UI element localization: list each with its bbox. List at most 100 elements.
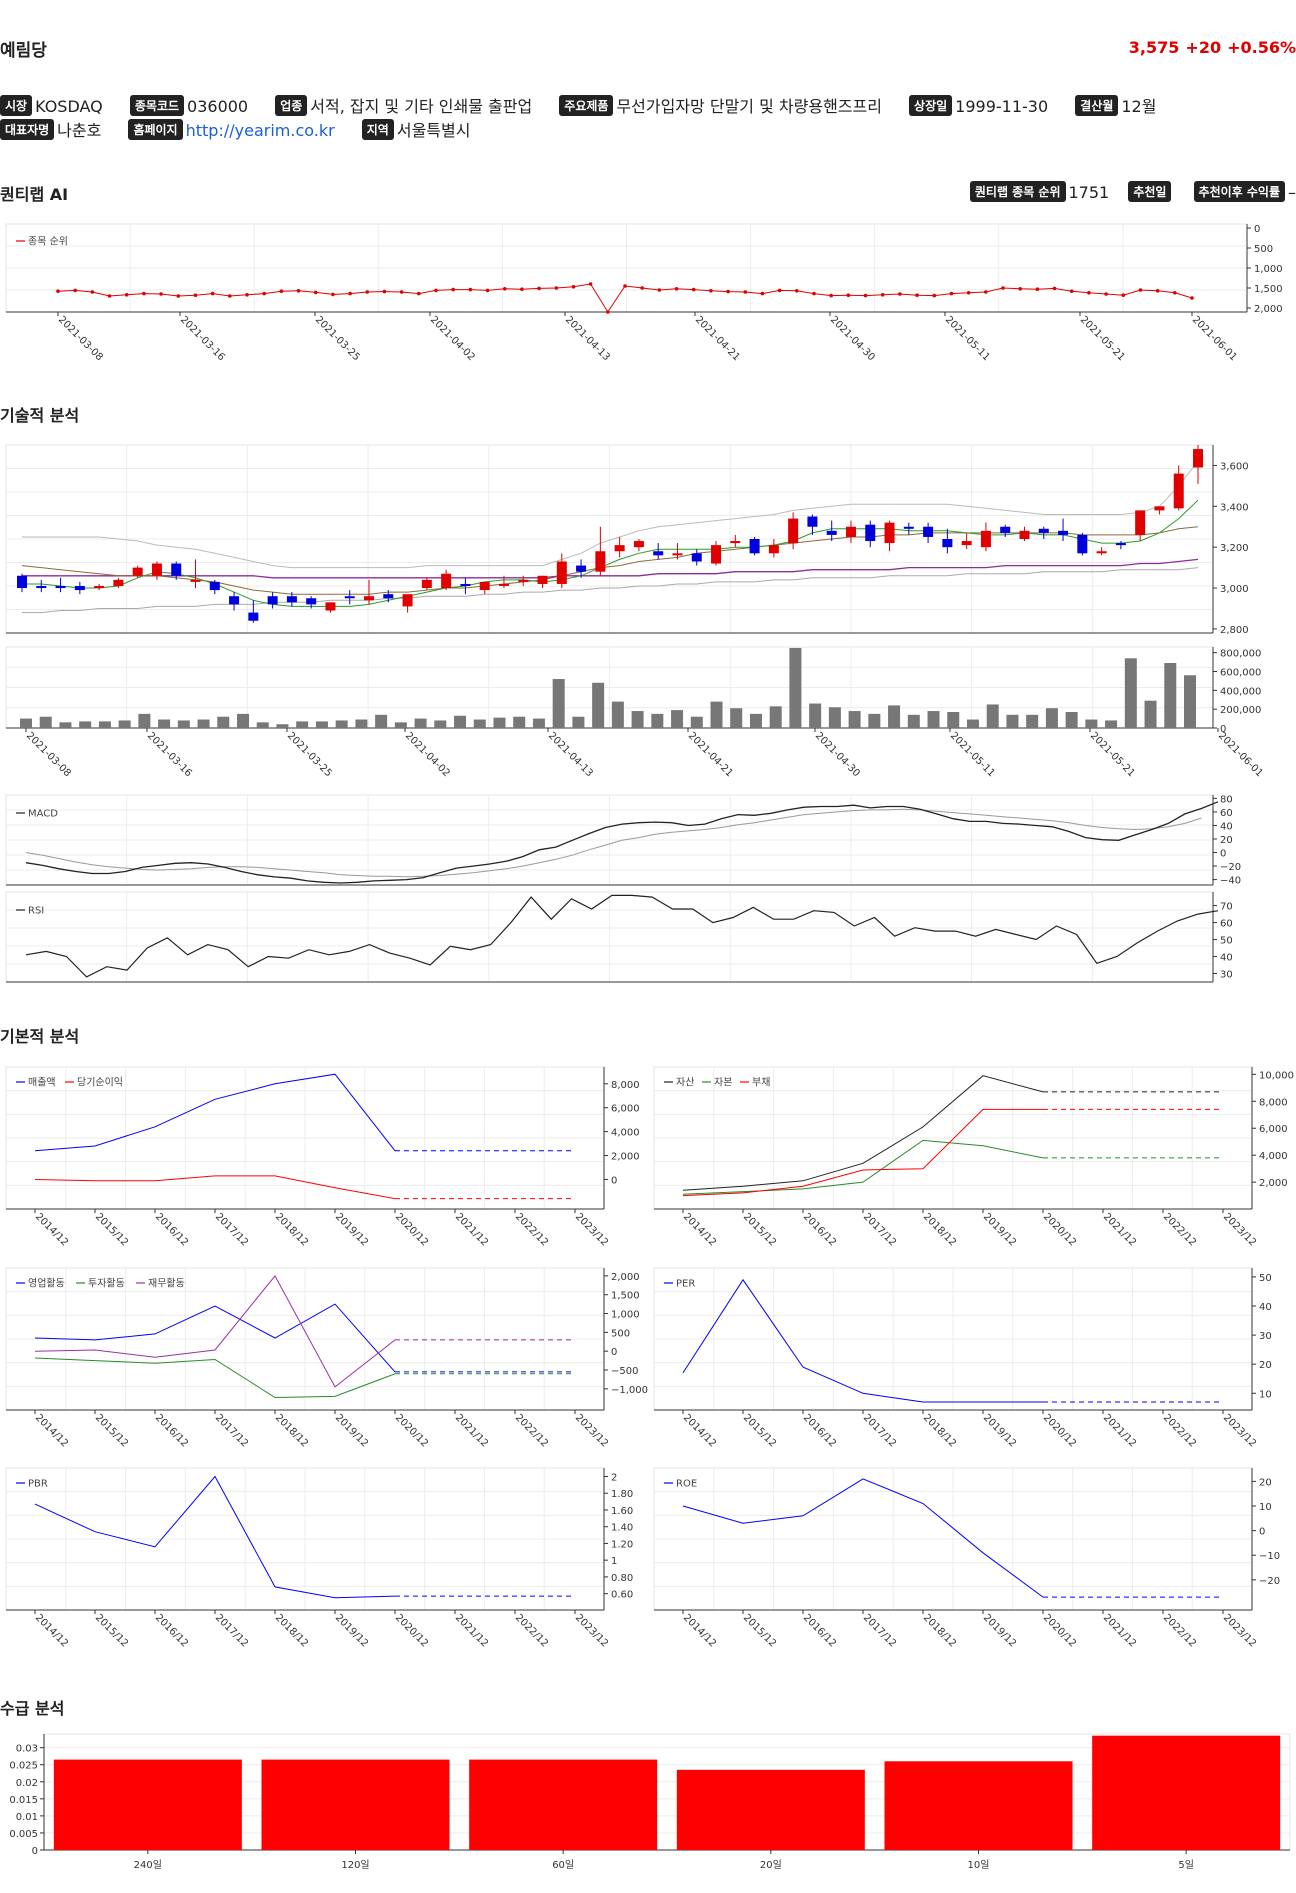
rank-point	[485, 288, 490, 293]
volume-bar	[611, 701, 624, 728]
pbr-chart: 0.60 0.80 1 1.20 1.40 1.60 1.80 2 2014/12 2015/12…	[5, 1467, 633, 1649]
y-tick-label: −40	[1220, 876, 1241, 887]
supply-bar	[261, 1759, 450, 1850]
rank-point	[1190, 296, 1194, 300]
volume-bar	[197, 719, 210, 728]
supply-bar	[469, 1759, 658, 1850]
volume-bar	[493, 717, 506, 728]
x-tick-label: 2021-03-08	[24, 730, 73, 779]
x-tick-label: 2023/12	[1221, 1412, 1258, 1449]
rank-point	[348, 291, 352, 296]
legend-label: 당기순이익	[77, 1077, 123, 1089]
x-tick-label: 2021-03-25	[285, 730, 334, 779]
current-price: 3,575	[1128, 38, 1180, 57]
rsi-line	[25, 894, 1219, 978]
x-tick-label: 2021-03-08	[56, 314, 105, 363]
x-tick-label: 2016/12	[153, 1412, 190, 1449]
candle-body	[441, 573, 452, 589]
candle-body	[364, 596, 375, 601]
rank-point	[434, 288, 438, 293]
series-line-1	[682, 1478, 1044, 1598]
x-tick-label: 2021-03-16	[178, 314, 227, 363]
x-tick-label: 2018/12	[921, 1612, 958, 1649]
candle-body	[190, 579, 201, 582]
bollinger-upper	[22, 460, 1199, 569]
x-tick-label: 2023/12	[573, 1412, 610, 1449]
volume-bar	[217, 716, 230, 728]
y-tick-label: 70	[1220, 902, 1233, 913]
candle-body	[1115, 543, 1126, 546]
x-tick-label: 2017/12	[213, 1412, 250, 1449]
y-tick-label: 800,000	[1220, 649, 1261, 660]
x-tick-label: 2021-05-11	[943, 314, 992, 363]
rec-date-tag: 추천일	[1128, 181, 1172, 202]
y-tick-label: −20	[1259, 1576, 1280, 1587]
volume-bar	[730, 708, 743, 728]
rank-point	[554, 286, 559, 290]
roe-chart: −20 −10 0 10 20 2014/12 2015/12 2016/12 2017/12 2…	[653, 1467, 1280, 1649]
rank-point	[915, 293, 919, 297]
candle-body	[1096, 551, 1107, 554]
candle-body	[248, 612, 259, 621]
candle-body	[344, 596, 355, 599]
volume-bar	[20, 718, 32, 728]
volume-bar	[552, 679, 565, 728]
x-tick-label: 2021/12	[1101, 1211, 1138, 1248]
return-value: –	[1288, 183, 1296, 202]
volume-bar	[592, 682, 605, 728]
candle-body	[1000, 526, 1011, 533]
y-tick-label: 10	[1259, 1502, 1272, 1513]
candle-body	[1135, 510, 1146, 535]
y-tick-label: 0	[1220, 849, 1226, 860]
x-tick-label: 2018/12	[273, 1412, 310, 1449]
candle-body	[55, 586, 66, 589]
market-value: KOSDAQ	[35, 97, 103, 116]
series-line-3	[34, 1275, 396, 1388]
volume-bar	[749, 713, 762, 728]
candle-body	[383, 594, 394, 599]
y-tick-label: 8,000	[1259, 1097, 1288, 1108]
candle-body	[691, 553, 702, 562]
candle-body	[807, 516, 818, 527]
region-tag: 지역	[361, 119, 394, 140]
rank-point	[73, 288, 77, 293]
x-tick-label: 2016/12	[801, 1612, 838, 1649]
rank-point	[880, 293, 885, 297]
rank-point	[795, 289, 799, 293]
y-tick-label: −20	[1220, 862, 1241, 873]
ma60-line	[22, 558, 1199, 579]
y-tick-label: 3,400	[1220, 502, 1249, 513]
volume-bar	[572, 716, 585, 728]
x-tick-label: 2018/12	[273, 1612, 310, 1649]
x-tick-label: 2014/12	[681, 1412, 718, 1449]
y-tick-label: 1	[611, 1556, 617, 1567]
region-value: 서울특별시	[396, 121, 471, 140]
y-tick-label: 2,800	[1220, 625, 1249, 636]
candle-body	[942, 539, 953, 548]
section-title-fundamental: 기본적 분석	[0, 1027, 80, 1046]
x-tick-label: 2015/12	[93, 1211, 130, 1248]
x-tick-label: 2021/12	[1101, 1612, 1138, 1649]
y-tick-label: 30	[1259, 1331, 1272, 1342]
rank-point	[90, 290, 95, 294]
price-change: +20	[1185, 38, 1222, 57]
volume-bar	[532, 718, 545, 728]
x-tick-label: 2016/12	[153, 1612, 190, 1649]
y-tick-label: 30	[1220, 970, 1233, 981]
rank-point	[640, 286, 644, 290]
x-tick-label: 2021-04-30	[828, 314, 877, 363]
rank-point	[777, 288, 782, 293]
ai-info: 퀀티랩 종목 순위 1751 추천일 추천이후 수익률 –	[969, 181, 1296, 202]
volume-bar	[947, 711, 960, 728]
rank-point	[760, 291, 765, 296]
legend-label: PBR	[28, 1479, 48, 1490]
x-tick-label: 2019/12	[981, 1412, 1018, 1449]
rank-point	[382, 289, 387, 294]
rank-point	[1035, 287, 1040, 291]
homepage-link[interactable]: http://yearim.co.kr	[185, 121, 335, 140]
x-tick-label: 2023/12	[573, 1211, 610, 1248]
volume-bar	[414, 718, 427, 728]
x-tick-label: 2017/12	[861, 1211, 898, 1248]
volume-bar	[59, 722, 72, 728]
rank-point	[279, 289, 284, 293]
